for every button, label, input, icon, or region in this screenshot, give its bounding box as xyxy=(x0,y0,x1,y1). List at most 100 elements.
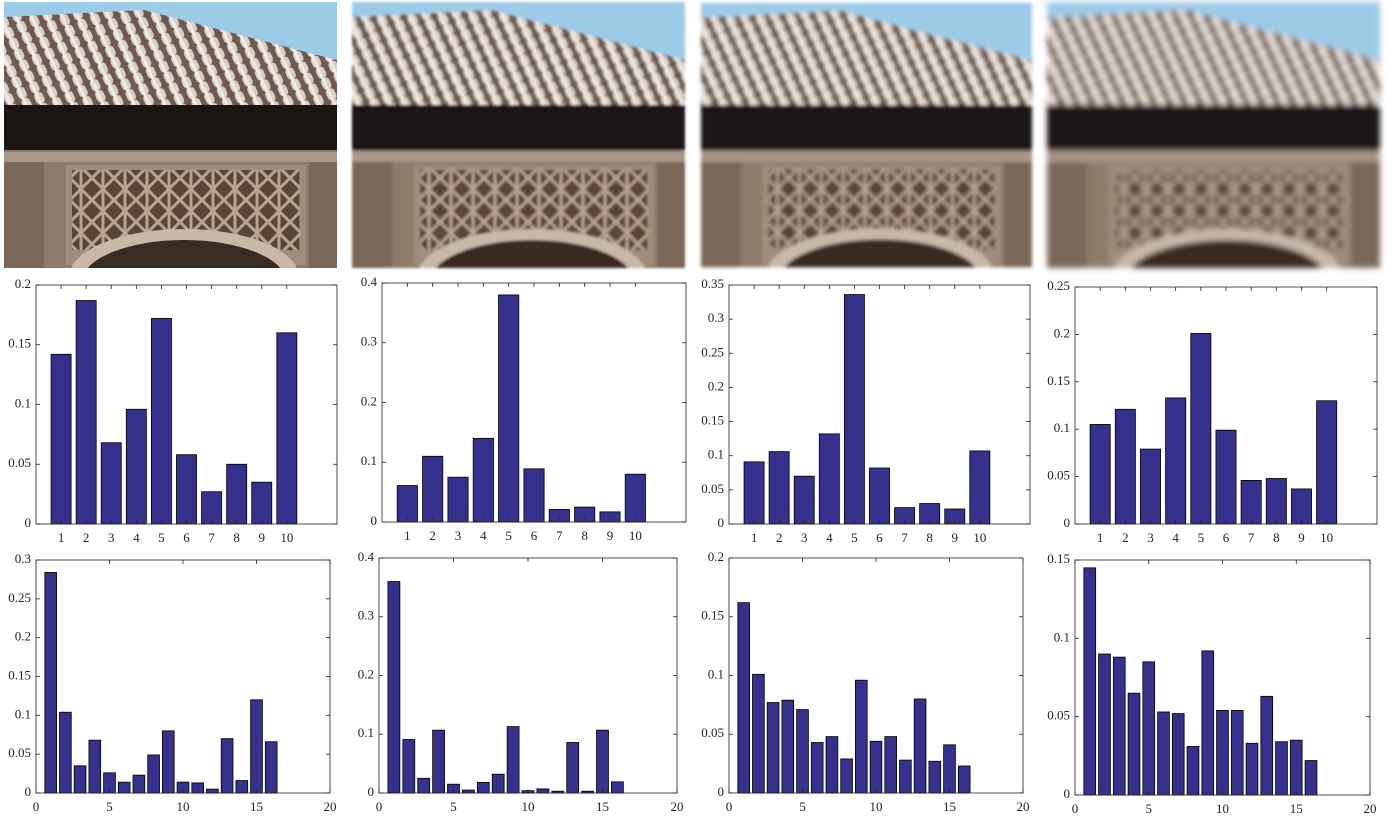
bar xyxy=(251,700,263,793)
y-tick-label: 0 xyxy=(1064,515,1071,530)
y-tick-label: 0.2 xyxy=(358,666,374,681)
bar xyxy=(418,778,430,793)
bar xyxy=(148,755,160,793)
y-tick-label: 0.05 xyxy=(8,455,31,470)
photo xyxy=(1047,2,1380,325)
bar xyxy=(74,766,86,793)
y-tick-label: 0 xyxy=(1064,786,1071,801)
x-tick-label: 10 xyxy=(870,799,883,814)
bar xyxy=(811,742,823,793)
bar xyxy=(1261,696,1273,795)
bar xyxy=(236,781,248,793)
x-tick-label: 5 xyxy=(106,799,113,814)
bar xyxy=(89,740,101,793)
x-tick-label: 1 xyxy=(1097,530,1104,545)
bar xyxy=(738,603,750,793)
y-tick-label: 0.15 xyxy=(701,413,724,428)
bar xyxy=(45,572,57,793)
bar xyxy=(202,492,222,524)
bar xyxy=(507,727,519,793)
bar xyxy=(1113,657,1125,795)
y-tick-label: 0.15 xyxy=(1047,551,1070,566)
bar xyxy=(265,742,277,793)
y-tick-label: 0.2 xyxy=(15,276,31,291)
x-tick-label: 1 xyxy=(751,530,758,545)
bar xyxy=(900,760,912,793)
bar xyxy=(1143,662,1155,795)
bar xyxy=(176,455,196,524)
y-tick-label: 0.25 xyxy=(8,590,31,605)
y-tick-label: 0.2 xyxy=(708,378,724,393)
y-tick-label: 0.25 xyxy=(701,344,724,359)
x-tick-label: 7 xyxy=(1248,530,1255,545)
y-tick-label: 0.05 xyxy=(701,481,724,496)
x-tick-label: 4 xyxy=(826,530,833,545)
y-tick-label: 0.3 xyxy=(361,334,377,349)
bar xyxy=(625,474,645,522)
x-tick-label: 10 xyxy=(973,530,986,545)
bar xyxy=(826,737,838,793)
bar xyxy=(477,782,489,793)
bar xyxy=(797,710,809,793)
y-tick-label: 0.2 xyxy=(15,629,31,644)
x-tick-label: 8 xyxy=(1273,530,1280,545)
bar xyxy=(611,782,623,793)
y-tick-label: 0.1 xyxy=(708,666,724,681)
y-tick-label: 0.4 xyxy=(358,549,375,564)
x-tick-label: 1 xyxy=(404,528,411,543)
y-tick-label: 0.05 xyxy=(1047,708,1070,723)
bar xyxy=(782,700,794,793)
x-tick-label: 5 xyxy=(851,530,858,545)
x-tick-label: 10 xyxy=(280,530,293,545)
x-tick-label: 10 xyxy=(522,799,535,814)
x-tick-label: 10 xyxy=(1320,530,1333,545)
bar xyxy=(162,731,174,793)
x-tick-label: 0 xyxy=(726,799,733,814)
x-tick-label: 2 xyxy=(1122,530,1129,545)
x-tick-label: 8 xyxy=(233,530,240,545)
bar xyxy=(192,783,204,793)
y-tick-label: 0 xyxy=(25,515,32,530)
bar xyxy=(1317,401,1337,524)
y-tick-label: 0 xyxy=(718,515,725,530)
x-tick-label: 0 xyxy=(376,799,383,814)
bar xyxy=(473,438,493,522)
x-tick-label: 5 xyxy=(1146,801,1153,816)
bar xyxy=(101,443,121,524)
bar xyxy=(537,789,549,793)
figure: 00.050.10.150.21234567891000.10.20.30.41… xyxy=(0,0,1398,822)
bar xyxy=(499,295,519,522)
bar xyxy=(524,469,544,522)
bar xyxy=(1172,714,1184,795)
x-tick-label: 3 xyxy=(801,530,808,545)
bar xyxy=(388,582,400,794)
x-tick-label: 4 xyxy=(480,528,487,543)
bar xyxy=(1290,740,1302,795)
y-tick-label: 0.2 xyxy=(1054,325,1070,340)
y-tick-label: 0 xyxy=(25,784,32,799)
bar xyxy=(133,775,145,793)
x-tick-label: 2 xyxy=(776,530,783,545)
x-tick-label: 9 xyxy=(1298,530,1305,545)
x-tick-label: 7 xyxy=(901,530,908,545)
x-tick-label: 5 xyxy=(799,799,806,814)
photo xyxy=(352,2,685,325)
y-tick-label: 0.15 xyxy=(1047,373,1070,388)
bar xyxy=(462,790,474,793)
bar xyxy=(944,745,956,793)
bar xyxy=(1166,398,1186,524)
bar xyxy=(958,766,970,793)
bar xyxy=(1158,712,1170,795)
bar xyxy=(492,774,504,793)
bar xyxy=(433,730,445,793)
x-tick-label: 10 xyxy=(1216,801,1229,816)
bar xyxy=(1187,746,1199,795)
bar xyxy=(1202,651,1214,795)
x-tick-label: 10 xyxy=(629,528,642,543)
x-tick-label: 5 xyxy=(1198,530,1205,545)
x-tick-label: 15 xyxy=(1290,801,1303,816)
bar xyxy=(1090,424,1110,524)
bar xyxy=(819,434,839,524)
bar xyxy=(567,742,579,793)
bar xyxy=(1140,449,1160,524)
